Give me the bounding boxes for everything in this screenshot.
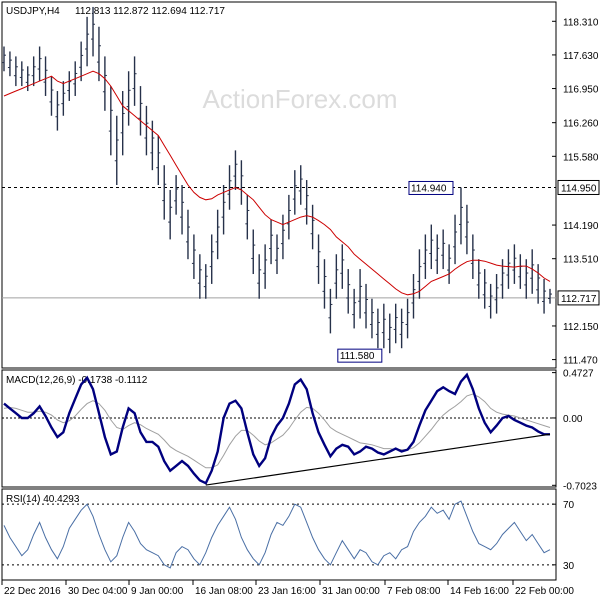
current-price-label: 112.717 (561, 294, 597, 305)
macd-y-tick-label: 0.4727 (563, 369, 594, 380)
x-tick-label: 23 Jan 16:00 (258, 586, 316, 597)
x-tick-label: 31 Jan 00:00 (322, 586, 380, 597)
price-y-tick-label: 117.630 (563, 51, 599, 62)
macd-trendline (205, 433, 551, 486)
x-tick-label: 22 Feb 00:00 (515, 586, 574, 597)
watermark-text: ActionForex.com (202, 84, 397, 114)
ohlc-readout: 112.813 112.872 112.694 112.717 (75, 6, 225, 17)
macd-title: MACD(12,26,9) -0.1738 -0.1112 (6, 375, 148, 386)
x-tick-label: 16 Jan 08:00 (195, 586, 253, 597)
price-title: USDJPY,H4 (6, 6, 60, 17)
moving-average-line (3, 70, 551, 296)
price-y-tick-label: 111.470 (563, 356, 598, 367)
annotation-high-label: 114.940 (411, 183, 447, 194)
x-tick-label: 9 Jan 00:00 (131, 586, 184, 597)
annotation-high-box (408, 180, 454, 195)
price-y-tick-label: 118.310 (563, 17, 599, 28)
price-y-tick-label: 112.150 (563, 322, 599, 333)
price-y-tick-label: 115.580 (563, 152, 599, 163)
rsi-y-tick-label: 30 (563, 561, 575, 572)
price-y-tick-label: 114.190 (563, 221, 599, 232)
macd-y-tick-label: -0.7023 (563, 481, 597, 492)
rsi-y-tick-label: 70 (563, 500, 575, 511)
current-price-box (557, 290, 600, 306)
macd-panel (1, 369, 557, 488)
price-y-tick-label: 116.260 (563, 119, 599, 130)
macd-y-tick-label: 0.00 (563, 414, 583, 425)
x-tick-label: 22 Dec 2016 (4, 586, 61, 597)
rsi-panel (1, 488, 557, 581)
price-panel (1, 1, 557, 369)
rsi-title: RSI(14) 40.4293 (6, 494, 80, 505)
x-tick-label: 14 Feb 16:00 (450, 586, 509, 597)
resistance-label: 114.950 (561, 183, 597, 194)
rsi-line (3, 500, 551, 569)
price-y-tick-label: 116.950 (563, 85, 599, 96)
price-y-tick-label: 113.510 (563, 255, 599, 266)
macd-line (3, 372, 550, 485)
resistance-label-box (557, 179, 600, 195)
annotation-low-box (337, 348, 383, 363)
x-tick-label: 7 Feb 08:00 (387, 586, 441, 597)
annotation-low-label: 111.580 (340, 351, 375, 362)
x-tick-label: 30 Dec 04:00 (68, 586, 128, 597)
